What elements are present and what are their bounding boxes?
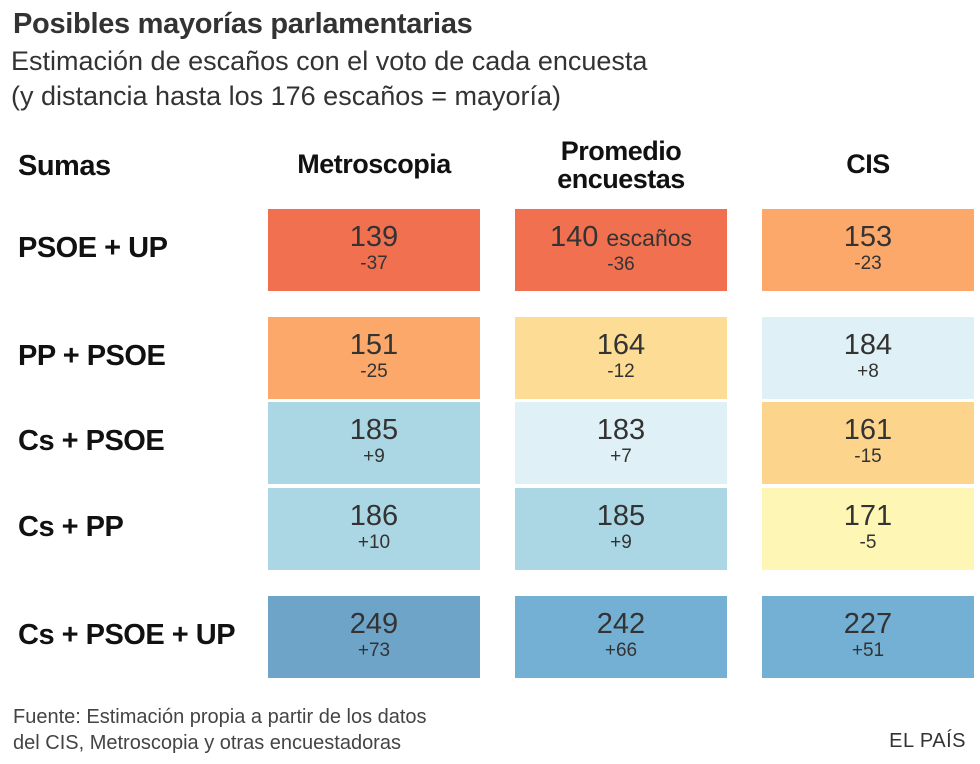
- value-cell: 249 +73: [268, 596, 480, 678]
- column-header: Metroscopia: [268, 150, 480, 178]
- column-header-line: Metroscopia: [297, 149, 451, 179]
- column-header-line: CIS: [846, 149, 890, 179]
- column-header-line: Promedio: [560, 136, 682, 166]
- row-label: PSOE + UP: [18, 232, 168, 264]
- seat-count: 171: [762, 501, 974, 531]
- seat-count: 186: [268, 501, 480, 531]
- seat-count-number: 151: [349, 329, 399, 361]
- distance-to-majority: -5: [859, 532, 877, 553]
- seat-count-number: 227: [843, 608, 893, 640]
- seat-count: 164: [515, 330, 727, 360]
- seat-count: 139: [268, 222, 480, 252]
- source-note: Fuente: Estimación propia a partir de lo…: [13, 704, 427, 756]
- distance-to-majority: +9: [363, 446, 385, 467]
- row-label: Cs + PSOE: [18, 425, 165, 457]
- value-cell: 242 +66: [515, 596, 727, 678]
- distance-to-majority: -25: [360, 361, 388, 382]
- seat-count: 185: [515, 501, 727, 531]
- column-header-line: encuestas: [557, 164, 685, 194]
- value-cell: 140 escaños -36: [515, 209, 727, 291]
- seat-count: 185: [268, 415, 480, 445]
- value-cell: 186 +10: [268, 488, 480, 570]
- seat-count-number: 161: [843, 414, 893, 446]
- seat-count-number: 185: [596, 500, 646, 532]
- seat-count-number: 185: [349, 414, 399, 446]
- chart-title: Posibles mayorías parlamentarias: [13, 8, 473, 40]
- distance-to-majority: +7: [610, 446, 632, 467]
- seat-count: 140 escaños: [515, 222, 727, 253]
- distance-to-majority: +73: [357, 640, 391, 661]
- column-header: CIS: [762, 150, 974, 178]
- subtitle-line-1: Estimación de escaños con el voto de cad…: [11, 46, 648, 76]
- distance-to-majority: +9: [610, 532, 632, 553]
- seat-count: 242: [515, 609, 727, 639]
- chart-subtitle: Estimación de escaños con el voto de cad…: [11, 44, 911, 114]
- value-cell: 164 -12: [515, 317, 727, 399]
- source-line-2: del CIS, Metroscopia y otras encuestador…: [13, 732, 401, 754]
- distance-to-majority: -36: [607, 254, 635, 275]
- row-header: Sumas: [18, 150, 111, 182]
- seat-count-number: 249: [349, 608, 399, 640]
- seat-count-number: 153: [843, 221, 893, 253]
- seat-count: 151: [268, 330, 480, 360]
- value-cell: 161 -15: [762, 402, 974, 484]
- value-cell: 185 +9: [515, 488, 727, 570]
- row-label: Cs + PP: [18, 511, 124, 543]
- distance-to-majority: +10: [357, 532, 391, 553]
- value-cell: 185 +9: [268, 402, 480, 484]
- value-cell: 183 +7: [515, 402, 727, 484]
- column-header: Promedio encuestas: [515, 137, 727, 193]
- value-cell: 153 -23: [762, 209, 974, 291]
- seat-count: 184: [762, 330, 974, 360]
- seat-count-number: 183: [596, 414, 646, 446]
- seat-count-number: 171: [843, 500, 893, 532]
- seat-count-number: 139: [349, 221, 399, 253]
- seat-count-number: 164: [596, 329, 646, 361]
- distance-to-majority: -12: [607, 361, 635, 382]
- subtitle-line-2: (y distancia hasta los 176 escaños = may…: [11, 81, 562, 111]
- seat-count: 249: [268, 609, 480, 639]
- row-label: PP + PSOE: [18, 340, 166, 372]
- value-cell: 171 -5: [762, 488, 974, 570]
- seat-count-number: 242: [596, 608, 646, 640]
- seat-count: 227: [762, 609, 974, 639]
- distance-to-majority: -15: [854, 446, 882, 467]
- brand-logo-text: EL PAÍS: [889, 730, 966, 752]
- seat-count: 183: [515, 415, 727, 445]
- row-label: Cs + PSOE + UP: [18, 619, 236, 651]
- seat-unit-label: escaños: [606, 225, 693, 251]
- seat-count-number: 140: [549, 221, 599, 253]
- source-line-1: Fuente: Estimación propia a partir de lo…: [13, 706, 427, 728]
- distance-to-majority: -23: [854, 253, 882, 274]
- distance-to-majority: -37: [360, 253, 388, 274]
- value-cell: 151 -25: [268, 317, 480, 399]
- distance-to-majority: +51: [851, 640, 885, 661]
- seat-count-number: 184: [843, 329, 893, 361]
- distance-to-majority: +8: [857, 361, 879, 382]
- value-cell: 227 +51: [762, 596, 974, 678]
- distance-to-majority: +66: [604, 640, 638, 661]
- seat-count-number: 186: [349, 500, 399, 532]
- value-cell: 139 -37: [268, 209, 480, 291]
- seat-count: 161: [762, 415, 974, 445]
- seat-count: 153: [762, 222, 974, 252]
- value-cell: 184 +8: [762, 317, 974, 399]
